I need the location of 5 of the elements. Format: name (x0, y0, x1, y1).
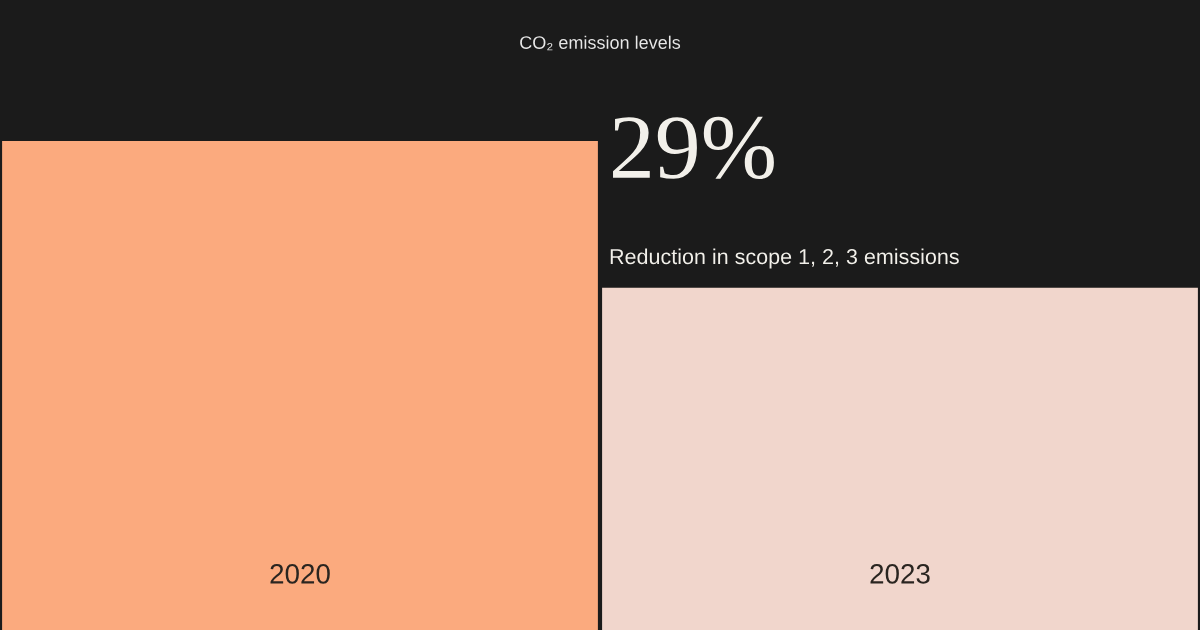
x-tick-label: 2023 (870, 564, 930, 584)
chart-title: CO₂ emission levels (520, 35, 681, 51)
annotation: 29% (613, 116, 774, 180)
annotation: Reduction in scope 1, 2, 3 emissions (610, 248, 959, 269)
x-tick-label: 2020 (270, 564, 330, 584)
